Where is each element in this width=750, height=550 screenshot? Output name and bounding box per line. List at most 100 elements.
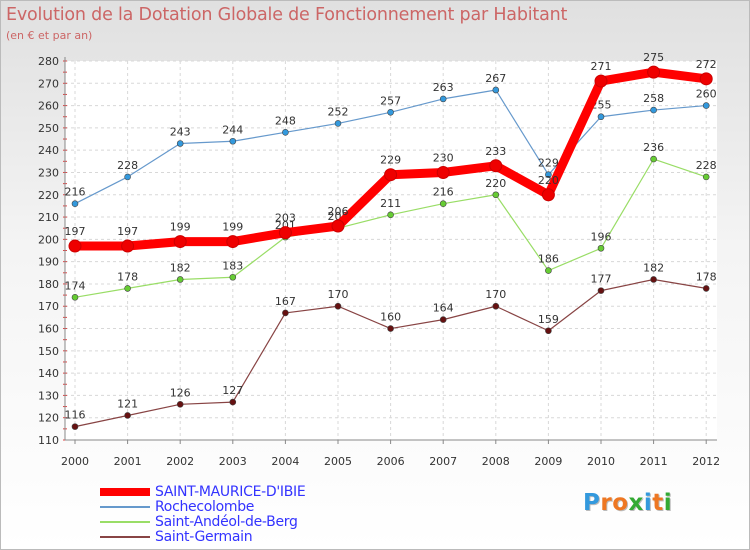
data-label-saint-germain: 121 xyxy=(117,397,138,410)
data-point-saint-maurice-d-ibie xyxy=(647,65,661,79)
data-point-rochecolombe xyxy=(124,173,131,181)
x-tick-label: 2012 xyxy=(692,455,720,468)
legend-label: Rochecolombe xyxy=(155,499,255,515)
data-label-saint-and-ol-de-berg: 174 xyxy=(65,279,86,292)
data-label-saint-maurice-d-ibie: 272 xyxy=(696,58,717,71)
data-point-saint-maurice-d-ibie xyxy=(436,165,450,179)
logo-letter: i xyxy=(643,490,653,516)
x-tick-label: 2009 xyxy=(534,455,562,468)
data-point-saint-and-ol-de-berg xyxy=(124,285,131,292)
y-tick-label: 170 xyxy=(38,300,59,313)
data-label-saint-maurice-d-ibie: 220 xyxy=(538,174,559,187)
data-point-saint-maurice-d-ibie xyxy=(173,235,187,249)
data-label-saint-and-ol-de-berg: 216 xyxy=(433,186,454,199)
data-label-saint-and-ol-de-berg: 228 xyxy=(696,159,717,172)
data-label-saint-germain: 164 xyxy=(433,302,454,315)
x-tick-label: 2000 xyxy=(61,455,89,468)
legend-swatch xyxy=(100,536,150,538)
y-tick-label: 280 xyxy=(38,55,59,68)
data-point-saint-and-ol-de-berg xyxy=(229,273,237,281)
x-tick-label: 2004 xyxy=(271,455,299,468)
data-label-rochecolombe: 229 xyxy=(538,157,559,170)
data-label-saint-germain: 127 xyxy=(222,384,243,397)
data-label-saint-and-ol-de-berg: 236 xyxy=(643,141,664,154)
data-point-saint-germain xyxy=(702,285,710,292)
data-point-saint-germain xyxy=(71,423,79,430)
plot-area xyxy=(65,61,717,440)
data-point-saint-and-ol-de-berg xyxy=(492,191,500,199)
logo-letter: x xyxy=(628,490,644,516)
data-label-rochecolombe: 263 xyxy=(433,81,454,94)
y-tick-label: 220 xyxy=(38,189,59,202)
data-label-saint-germain: 182 xyxy=(643,261,664,274)
data-label-rochecolombe: 258 xyxy=(643,92,664,105)
logo-letter: i xyxy=(663,490,673,516)
y-tick-label: 260 xyxy=(38,100,59,113)
data-point-saint-germain xyxy=(387,325,394,332)
logo-letter: t xyxy=(652,490,664,516)
data-point-saint-maurice-d-ibie xyxy=(121,239,135,253)
data-point-saint-germain xyxy=(650,276,657,283)
data-point-saint-germain xyxy=(545,327,552,335)
legend-label: Saint-Andéol-de-Berg xyxy=(155,514,298,530)
data-point-saint-maurice-d-ibie xyxy=(331,219,345,233)
data-point-saint-and-ol-de-berg xyxy=(71,294,79,301)
data-label-saint-maurice-d-ibie: 199 xyxy=(170,221,191,234)
x-tick-label: 2006 xyxy=(377,455,405,468)
data-label-rochecolombe: 243 xyxy=(170,125,191,138)
legend-label: SAINT-MAURICE-D'IBIE xyxy=(155,484,306,500)
data-point-rochecolombe xyxy=(334,120,342,127)
y-tick-label: 230 xyxy=(38,166,59,179)
x-tick-label: 2010 xyxy=(587,455,615,468)
data-point-rochecolombe xyxy=(176,140,184,147)
x-tick-label: 2001 xyxy=(114,455,142,468)
data-point-rochecolombe xyxy=(229,137,237,145)
y-tick-label: 270 xyxy=(38,77,59,90)
data-point-saint-maurice-d-ibie xyxy=(541,188,555,202)
legend-swatch xyxy=(100,488,150,496)
data-label-saint-and-ol-de-berg: 183 xyxy=(222,259,243,272)
data-label-rochecolombe: 248 xyxy=(275,114,296,127)
data-label-saint-maurice-d-ibie: 197 xyxy=(117,225,138,238)
data-label-saint-maurice-d-ibie: 203 xyxy=(275,212,296,225)
data-point-saint-maurice-d-ibie xyxy=(226,235,240,249)
data-label-rochecolombe: 228 xyxy=(117,159,138,172)
x-tick-label: 2003 xyxy=(219,455,247,468)
data-label-saint-maurice-d-ibie: 197 xyxy=(65,225,86,238)
data-label-saint-germain: 170 xyxy=(485,288,506,301)
data-label-saint-maurice-d-ibie: 229 xyxy=(380,154,401,167)
data-label-saint-and-ol-de-berg: 186 xyxy=(538,253,559,266)
data-label-rochecolombe: 260 xyxy=(696,88,717,101)
data-label-saint-and-ol-de-berg: 211 xyxy=(380,197,401,210)
y-tick-label: 110 xyxy=(38,434,59,447)
data-point-saint-and-ol-de-berg xyxy=(545,267,552,274)
y-tick-label: 200 xyxy=(38,233,59,246)
logo-letter: P xyxy=(583,490,601,516)
data-label-saint-maurice-d-ibie: 199 xyxy=(222,221,243,234)
data-label-saint-germain: 160 xyxy=(380,311,401,324)
data-label-saint-germain: 170 xyxy=(328,288,349,301)
data-point-saint-maurice-d-ibie xyxy=(489,159,503,173)
data-point-saint-and-ol-de-berg xyxy=(597,244,605,252)
y-tick-label: 160 xyxy=(38,323,59,336)
x-tick-label: 2007 xyxy=(429,455,457,468)
data-point-rochecolombe xyxy=(545,171,552,178)
data-point-rochecolombe xyxy=(282,129,289,136)
data-point-rochecolombe xyxy=(597,113,605,121)
data-label-saint-germain: 167 xyxy=(275,295,296,308)
data-label-saint-maurice-d-ibie: 233 xyxy=(485,145,506,158)
data-label-saint-maurice-d-ibie: 271 xyxy=(591,60,612,73)
legend-label: Saint-Germain xyxy=(155,529,253,545)
data-point-saint-and-ol-de-berg xyxy=(439,200,447,207)
data-point-saint-germain xyxy=(439,316,447,323)
data-label-saint-and-ol-de-berg: 182 xyxy=(170,261,191,274)
legend-swatch xyxy=(100,521,150,523)
data-label-rochecolombe: 267 xyxy=(485,72,506,85)
data-point-rochecolombe xyxy=(702,102,710,109)
y-tick-label: 140 xyxy=(38,367,59,380)
data-point-saint-maurice-d-ibie xyxy=(384,168,398,182)
data-label-saint-and-ol-de-berg: 178 xyxy=(117,270,138,283)
y-tick-label: 180 xyxy=(38,278,59,291)
data-point-saint-germain xyxy=(492,302,500,310)
x-tick-label: 2011 xyxy=(640,455,668,468)
